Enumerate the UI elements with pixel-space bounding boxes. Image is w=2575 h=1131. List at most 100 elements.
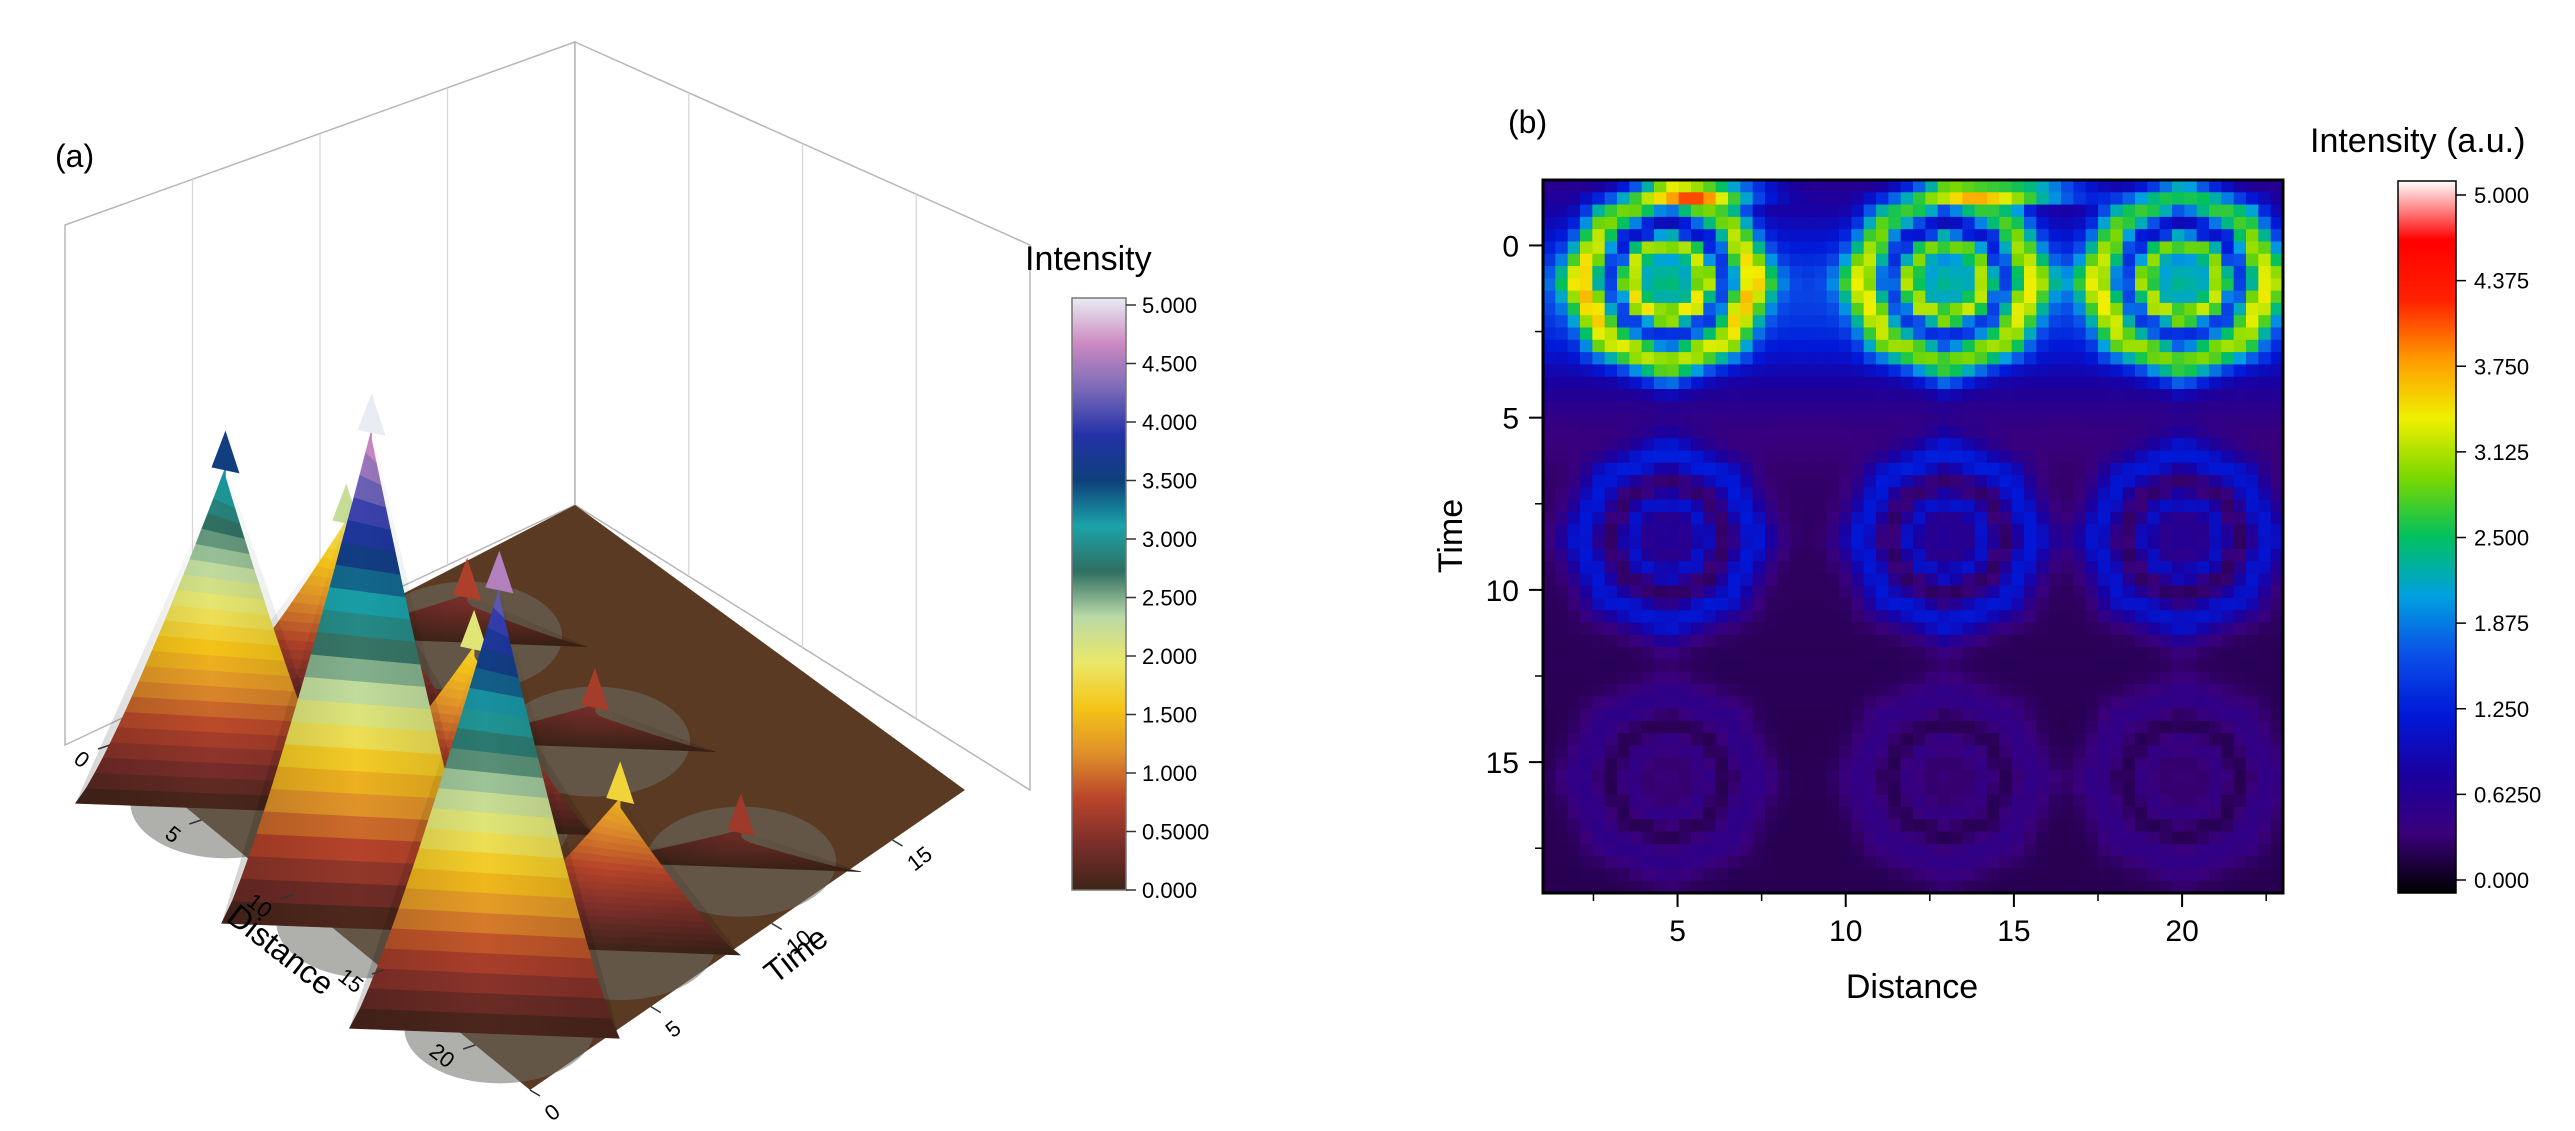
heatmap-cell xyxy=(2196,475,2210,488)
heatmap-cell xyxy=(2036,745,2050,759)
heatmap-cell xyxy=(2061,671,2074,685)
heatmap-cell xyxy=(1641,561,1655,574)
heatmap-cell xyxy=(2110,536,2124,550)
heatmap-cell xyxy=(1876,388,1889,402)
heatmap-cell xyxy=(2122,180,2136,193)
heatmap-cell xyxy=(2110,511,2124,525)
heatmap-cell xyxy=(1839,794,1852,808)
heatmap-cell xyxy=(1839,597,1852,611)
heatmap-cell xyxy=(2184,462,2198,476)
heatmap-cell xyxy=(1876,831,1889,845)
heatmap-cell xyxy=(1765,757,1778,771)
heatmap-cell xyxy=(1974,388,1988,402)
heatmap-cell xyxy=(1765,770,1778,783)
heatmap-cell xyxy=(1900,425,1914,439)
heatmap-cell xyxy=(1851,659,1865,673)
heatmap-cell xyxy=(2135,462,2148,476)
heatmap-cell xyxy=(1987,548,2000,562)
heatmap-cell xyxy=(1654,524,1667,538)
heatmap-cell xyxy=(1604,364,1618,378)
heatmap-cell xyxy=(2221,745,2235,759)
heatmap-cell xyxy=(1863,352,1877,365)
heatmap-cell xyxy=(2246,843,2259,857)
heatmap-cell xyxy=(2196,770,2210,783)
heatmap-cell xyxy=(2011,806,2025,820)
heatmap-cell xyxy=(1703,720,1717,734)
heatmap-cell xyxy=(2011,511,2025,525)
heatmap-cell xyxy=(2024,782,2037,796)
heatmap-cell xyxy=(1900,475,1914,488)
heatmap-cell xyxy=(1604,843,1618,857)
heatmap-cell xyxy=(1604,253,1618,267)
heatmap-cell xyxy=(1876,438,1889,452)
heatmap-cell xyxy=(1900,192,1914,206)
heatmap-cell xyxy=(2048,499,2062,513)
heatmap-cell xyxy=(1826,573,1840,587)
heatmap-cell xyxy=(2110,475,2124,488)
heatmap-cell xyxy=(1678,843,1692,857)
heatmap-cell xyxy=(2073,511,2087,525)
heatmap-cell xyxy=(2036,880,2050,893)
heatmap-cell xyxy=(1826,782,1840,796)
heatmap-cell xyxy=(2011,413,2025,427)
heatmap-cell xyxy=(1839,266,1852,279)
heatmap-cell xyxy=(1925,376,1939,390)
heatmap-cell xyxy=(1826,720,1840,734)
heatmap-cell xyxy=(1802,413,1815,427)
heatmap-cell xyxy=(2221,770,2235,783)
heatmap-cell xyxy=(2073,597,2087,611)
heatmap-cell xyxy=(1567,720,1581,734)
heatmap-cell xyxy=(2184,180,2198,193)
heatmap-cell xyxy=(1863,376,1877,390)
heatmap-cell xyxy=(1555,610,1569,624)
heatmap-cell xyxy=(1654,880,1667,893)
heatmap-cell xyxy=(2172,364,2185,378)
heatmap-cell xyxy=(1814,647,1828,661)
heatmap-cell xyxy=(2036,659,2050,673)
heatmap-cell xyxy=(1752,364,1766,378)
heatmap-cell xyxy=(1987,634,2000,648)
heatmap-cell xyxy=(1567,733,1581,747)
heatmap-cell xyxy=(1629,548,1643,562)
heatmap-cell xyxy=(2110,180,2124,193)
heatmap-cell xyxy=(1789,708,1803,722)
heatmap-cell xyxy=(1567,450,1581,464)
heatmap-cell xyxy=(2085,180,2099,193)
heatmap-cell xyxy=(1617,425,1630,439)
heatmap-cell xyxy=(1752,278,1766,292)
heatmap-cell xyxy=(1728,671,1741,685)
heatmap-cell xyxy=(2036,622,2050,636)
heatmap-cell xyxy=(2159,425,2173,439)
heatmap-cell xyxy=(1617,548,1630,562)
heatmap-cell xyxy=(1592,770,1606,783)
heatmap-cell xyxy=(1629,216,1643,230)
heatmap-cell xyxy=(2196,843,2210,857)
heatmap-cell xyxy=(1814,733,1828,747)
heatmap-cell xyxy=(1715,757,1729,771)
heatmap-cell xyxy=(1641,339,1655,353)
heatmap-cell xyxy=(2085,302,2099,316)
heatmap-cell xyxy=(1567,315,1581,329)
heatmap-cell xyxy=(2061,880,2074,893)
heatmap-cell xyxy=(1876,585,1889,599)
heatmap-cell xyxy=(2122,868,2136,882)
heatmap-cell xyxy=(1740,806,1754,820)
heatmap-cell xyxy=(1666,745,1680,759)
heatmap-cell xyxy=(1974,216,1988,230)
heatmap-cell xyxy=(2196,634,2210,648)
heatmap-cell xyxy=(1925,770,1939,783)
heatmap-cell xyxy=(1814,597,1828,611)
heatmap-cell xyxy=(1962,352,1976,365)
heatmap-cell xyxy=(1543,782,1556,796)
heatmap-cell xyxy=(1950,856,1963,870)
heatmap-cell xyxy=(1678,536,1692,550)
surface-spike xyxy=(357,393,386,436)
heatmap-cell xyxy=(1863,413,1877,427)
heatmap-cell xyxy=(2048,880,2062,893)
heatmap-cell xyxy=(2147,696,2161,710)
heatmap-cell xyxy=(1987,819,2000,833)
heatmap-cell xyxy=(1555,720,1569,734)
heatmap-cell xyxy=(1888,757,1902,771)
heatmap-cell xyxy=(1876,302,1889,316)
heatmap-cell xyxy=(2172,573,2185,587)
